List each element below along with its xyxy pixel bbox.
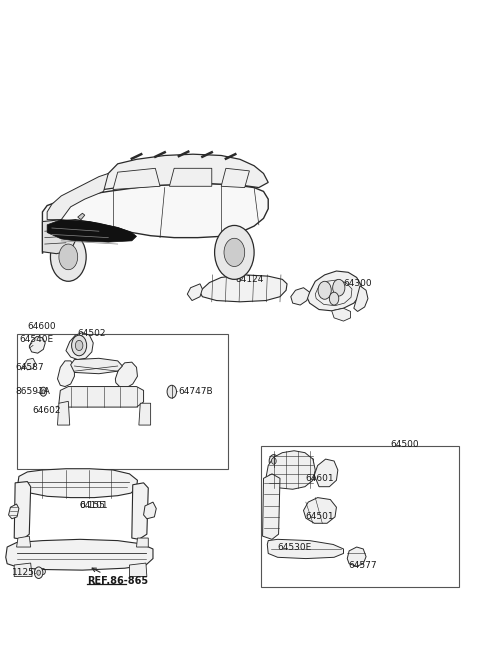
Circle shape — [50, 233, 86, 281]
Text: 64501: 64501 — [305, 512, 334, 521]
Text: 64600: 64600 — [27, 322, 56, 331]
Circle shape — [272, 458, 276, 464]
Polygon shape — [169, 168, 212, 186]
Polygon shape — [47, 219, 136, 242]
Text: 64602: 64602 — [32, 407, 60, 415]
Polygon shape — [347, 547, 366, 567]
Polygon shape — [9, 504, 19, 519]
Polygon shape — [42, 183, 268, 253]
Polygon shape — [58, 402, 70, 425]
Polygon shape — [314, 459, 338, 487]
Polygon shape — [303, 498, 336, 523]
Polygon shape — [307, 271, 361, 311]
Circle shape — [40, 387, 47, 396]
Circle shape — [42, 390, 45, 394]
Circle shape — [75, 341, 83, 350]
Polygon shape — [266, 451, 315, 489]
Circle shape — [224, 238, 245, 267]
Circle shape — [72, 335, 87, 356]
Polygon shape — [113, 168, 160, 189]
Text: 64502: 64502 — [78, 329, 106, 339]
Text: REF.86-865: REF.86-865 — [87, 568, 148, 586]
Polygon shape — [267, 539, 344, 559]
Bar — [16, 334, 228, 469]
Polygon shape — [24, 358, 36, 370]
Text: 64300: 64300 — [344, 279, 372, 288]
Text: 64737B: 64737B — [280, 458, 315, 467]
Polygon shape — [42, 219, 75, 253]
Polygon shape — [78, 214, 85, 219]
Bar — [261, 446, 459, 588]
Circle shape — [333, 279, 345, 296]
Polygon shape — [132, 483, 148, 539]
Text: 86591A: 86591A — [15, 387, 50, 396]
Polygon shape — [18, 469, 137, 498]
Text: 64101: 64101 — [79, 502, 108, 510]
Text: 0.155: 0.155 — [79, 502, 105, 510]
Polygon shape — [332, 309, 350, 321]
Circle shape — [37, 570, 40, 575]
Circle shape — [35, 567, 43, 578]
Polygon shape — [115, 362, 137, 388]
Polygon shape — [66, 333, 93, 360]
Polygon shape — [14, 563, 32, 576]
Polygon shape — [354, 286, 368, 311]
Polygon shape — [221, 168, 250, 187]
Polygon shape — [59, 386, 144, 407]
Circle shape — [318, 281, 331, 299]
Text: 84124: 84124 — [235, 275, 264, 284]
Polygon shape — [71, 358, 122, 374]
Circle shape — [59, 244, 78, 270]
Text: 64530E: 64530E — [277, 542, 312, 552]
Circle shape — [269, 455, 278, 468]
Polygon shape — [80, 154, 268, 196]
Polygon shape — [200, 275, 287, 302]
Polygon shape — [136, 538, 148, 547]
Polygon shape — [144, 502, 156, 519]
Polygon shape — [6, 539, 153, 570]
Circle shape — [167, 385, 177, 398]
Polygon shape — [16, 536, 31, 547]
Text: 1125KO: 1125KO — [12, 568, 47, 577]
Polygon shape — [139, 403, 151, 425]
Circle shape — [215, 225, 254, 279]
Circle shape — [329, 292, 339, 305]
Text: 64500: 64500 — [391, 440, 419, 449]
Text: 64540E: 64540E — [20, 335, 54, 344]
Polygon shape — [130, 563, 147, 576]
Text: 64587: 64587 — [15, 363, 44, 372]
Polygon shape — [29, 337, 45, 353]
Polygon shape — [263, 474, 280, 539]
Text: 64601: 64601 — [305, 474, 334, 483]
Polygon shape — [47, 174, 108, 219]
Polygon shape — [291, 288, 310, 305]
Polygon shape — [187, 284, 203, 301]
Polygon shape — [14, 481, 31, 539]
Polygon shape — [58, 361, 74, 386]
Text: 64577: 64577 — [348, 561, 377, 569]
Text: 64747B: 64747B — [178, 387, 213, 396]
